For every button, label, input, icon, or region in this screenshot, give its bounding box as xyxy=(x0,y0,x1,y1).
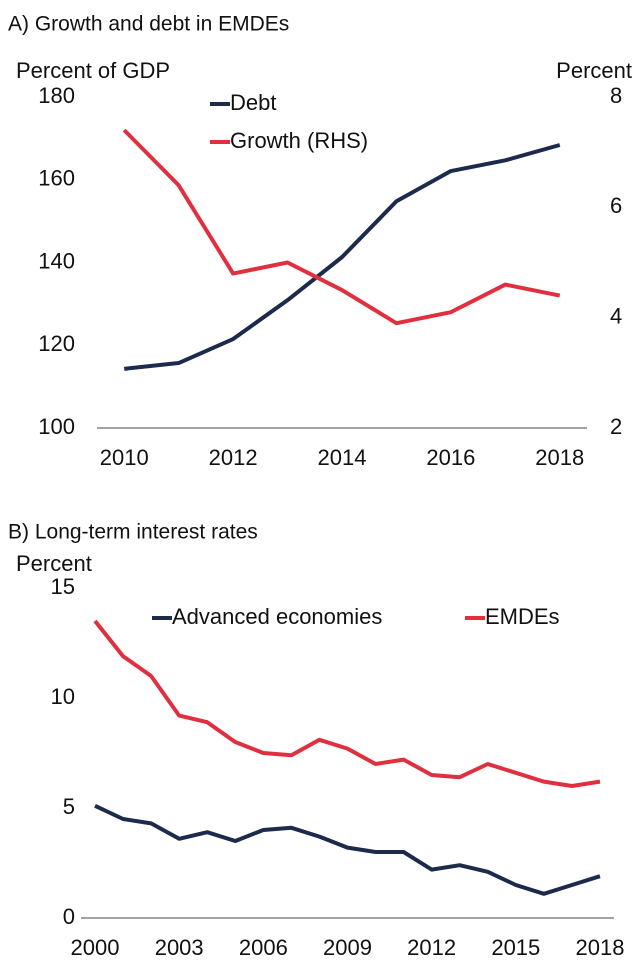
y2-tick-label: 8 xyxy=(610,83,622,108)
x-tick-label: 2009 xyxy=(323,935,372,960)
y2-axis-label: Percent xyxy=(556,58,632,83)
y2-tick-label: 6 xyxy=(610,193,622,218)
legend-label: EMDEs xyxy=(485,604,560,629)
chart-title: A) Growth and debt in EMDEs xyxy=(8,13,289,36)
y-tick-label: 180 xyxy=(38,83,75,108)
y-axis-label: Percent of GDP xyxy=(16,58,170,83)
x-tick-label: 2012 xyxy=(209,445,258,470)
x-tick-label: 2000 xyxy=(71,935,120,960)
x-tick-label: 2010 xyxy=(100,445,149,470)
x-tick-label: 2015 xyxy=(491,935,540,960)
series-line xyxy=(122,128,561,326)
y-tick-label: 160 xyxy=(38,166,75,191)
y2-tick-label: 4 xyxy=(610,303,622,328)
x-tick-label: 2014 xyxy=(318,445,367,470)
chart-title: B) Long-term interest rates xyxy=(8,521,258,544)
x-tick-label: 2018 xyxy=(575,935,624,960)
y-tick-label: 140 xyxy=(38,248,75,273)
y-tick-label: 10 xyxy=(51,684,75,709)
y-tick-label: 5 xyxy=(63,794,75,819)
legend-label: Advanced economies xyxy=(172,604,382,629)
series-line xyxy=(94,803,601,896)
x-tick-label: 2003 xyxy=(155,935,204,960)
y-tick-label: 100 xyxy=(38,414,75,439)
x-tick-label: 2012 xyxy=(407,935,456,960)
series-line xyxy=(124,143,561,371)
y-axis-label: Percent xyxy=(16,551,92,576)
legend-label: Growth (RHS) xyxy=(230,128,368,153)
y-tick-label: 15 xyxy=(51,574,75,599)
y-tick-label: 0 xyxy=(63,904,75,929)
series-line xyxy=(93,619,601,788)
x-tick-label: 2018 xyxy=(535,445,584,470)
legend-label: Debt xyxy=(230,90,276,115)
x-tick-label: 2016 xyxy=(426,445,475,470)
y-tick-label: 120 xyxy=(38,331,75,356)
x-tick-label: 2006 xyxy=(239,935,288,960)
y2-tick-label: 2 xyxy=(610,414,622,439)
